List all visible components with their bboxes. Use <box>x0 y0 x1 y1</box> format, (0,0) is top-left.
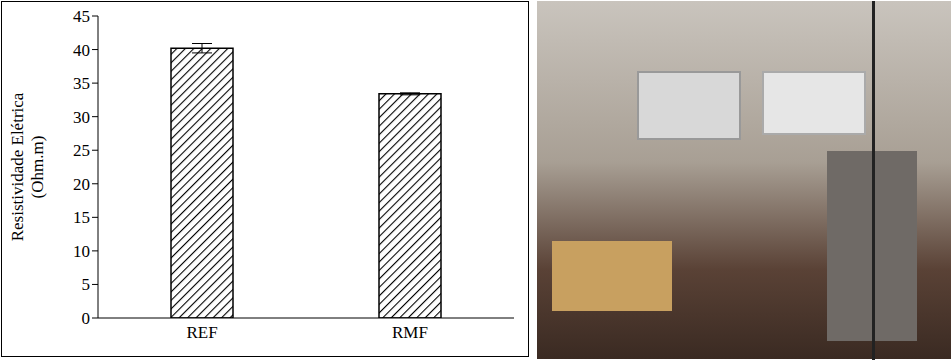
svg-text:40: 40 <box>73 41 90 60</box>
svg-text:REF: REF <box>186 323 217 342</box>
svg-text:RMF: RMF <box>392 323 428 342</box>
svg-text:45: 45 <box>73 7 90 26</box>
svg-text:15: 15 <box>73 208 90 227</box>
svg-text:0: 0 <box>82 309 91 328</box>
svg-text:30: 30 <box>73 108 90 127</box>
svg-text:20: 20 <box>73 175 90 194</box>
svg-text:25: 25 <box>73 141 90 160</box>
svg-text:5: 5 <box>82 275 91 294</box>
svg-text:10: 10 <box>73 242 90 261</box>
svg-text:Resistividade Elétrica(Ohm.m): Resistividade Elétrica(Ohm.m) <box>8 92 47 241</box>
svg-text:35: 35 <box>73 74 90 93</box>
